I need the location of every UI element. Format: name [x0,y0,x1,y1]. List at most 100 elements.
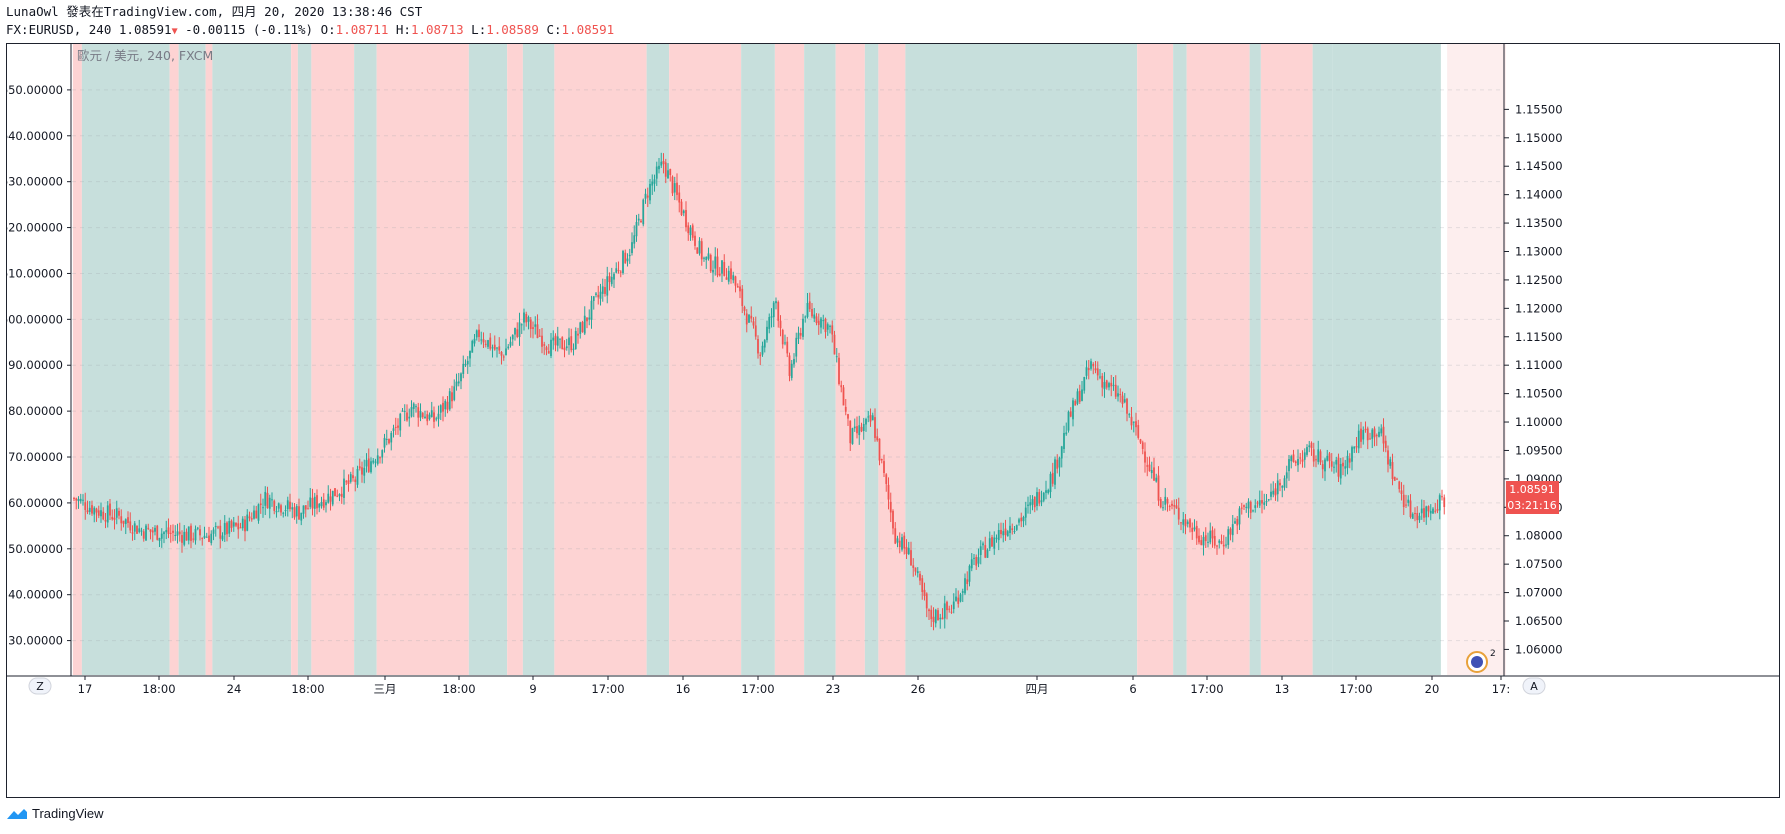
candle-body [178,531,181,535]
candle-body [1038,492,1041,504]
time-axis[interactable]: 17 18:00 24 18:00 三月 18:00 9 17:00 16 17:00 23 26 四月… [78,676,1511,696]
footer-brand[interactable]: TradingView [32,806,104,821]
candle-body [1240,507,1243,509]
candle-body [385,438,388,440]
time-axis-label: 18:00 [291,682,324,696]
candle-body [1159,499,1162,508]
right-price-axis[interactable]: 1.06000 1.06500 1.07000 1.07500 1.08000 1.085… [1504,102,1563,656]
candle-body [73,497,75,499]
candle-body [1443,497,1446,508]
candle-body [779,320,782,329]
candle-body [219,525,222,539]
publish-line: LunaOwl 發表在TradingView.com, 四月 20, 2020 … [6,4,614,20]
candle-body [941,617,944,620]
symbol-label[interactable]: FX:EURUSD, 240 [6,22,112,37]
candle-body [1036,492,1038,506]
candle-body [597,294,600,298]
candle-body [336,495,339,497]
time-axis-label: 18:00 [142,682,175,696]
candle-body [973,557,975,559]
candle-body [88,507,91,512]
candle-body [698,240,701,254]
candle-body [534,324,537,327]
open-label: O: [320,22,336,37]
candle-body [550,339,552,357]
candle-body [1400,490,1403,494]
regime-block [878,44,906,675]
candle-body [1018,519,1020,523]
candle-body [104,519,107,522]
candle-body [691,225,694,238]
candle-body [617,270,620,272]
candle-body [93,507,96,515]
candle-body [1004,528,1007,536]
candle-body [79,498,82,502]
candle-body [1108,383,1110,388]
candle-body [1144,451,1146,463]
time-axis-label: 20 [1425,682,1440,696]
right-axis-label: 1.09500 [1515,443,1563,457]
candle-body [1429,510,1432,514]
candle-body [235,522,237,526]
candle-body [167,527,170,534]
candle-body [957,597,960,604]
candle-body [1051,472,1054,484]
candle-body [334,488,336,497]
candle-body [813,314,816,319]
candle-body [1283,478,1286,488]
candle-body [574,331,577,349]
candle-body [1164,496,1167,505]
candle-body [1204,535,1207,542]
candle-body [1326,455,1329,461]
candle-body [374,461,377,463]
candle-body [955,596,957,601]
candle-body [901,537,903,550]
candle-body [1110,382,1113,387]
time-axis-label: 17:00 [1339,682,1372,696]
candle-body [649,183,651,201]
candle-body [1171,503,1173,506]
candle-body [248,516,251,519]
regime-block [468,44,508,675]
candle-body [1236,518,1239,526]
candle-body [232,522,235,527]
candle-body [1321,464,1324,470]
candle-body [223,523,226,535]
candle-body [264,491,267,506]
candle-body [1105,380,1108,388]
publish-info: 發表在TradingView.com, 四月 20, 2020 13:38:46… [66,4,423,19]
candle-body [1290,456,1293,462]
regime-block [1137,44,1174,675]
candle-body [349,474,352,482]
candle-body [196,527,199,529]
chart-header: LunaOwl 發表在TradingView.com, 四月 20, 2020 … [6,4,614,40]
candle-body [228,521,231,534]
candle-body [1209,530,1212,543]
candle-body [986,549,989,558]
candle-body [732,275,735,281]
left-axis-label: 590.00000 [7,358,63,372]
candle-body [1184,519,1187,527]
candle-body [759,354,762,356]
candle-body [865,418,867,425]
regime-block [354,44,377,675]
candle-body [1263,502,1266,505]
left-price-axis[interactable]: 530.00000 540.00000 550.00000 560.00000 570.… [1,83,71,648]
candle-body [970,559,973,569]
z-button[interactable]: Z [28,677,52,695]
author-avatar-icon[interactable]: 2 [1466,649,1496,673]
candle-body [1231,524,1234,536]
a-button[interactable]: A [1522,677,1546,695]
candle-body [417,407,420,418]
candle-body [745,313,748,325]
author-name[interactable]: LunaOwl [6,4,59,19]
left-axis-label: 530.00000 [7,634,63,648]
candle-body [239,527,242,529]
right-axis-label: 1.15000 [1515,131,1563,145]
candle-body [1119,394,1122,396]
candle-body [1346,455,1349,468]
candle-body [988,538,991,549]
candle-body [1261,500,1263,504]
candle-body [268,497,271,509]
candlestick-chart[interactable]: 歐元 / 美元, 240, FXCM 530.00000 540.00000 550… [1,44,1779,797]
